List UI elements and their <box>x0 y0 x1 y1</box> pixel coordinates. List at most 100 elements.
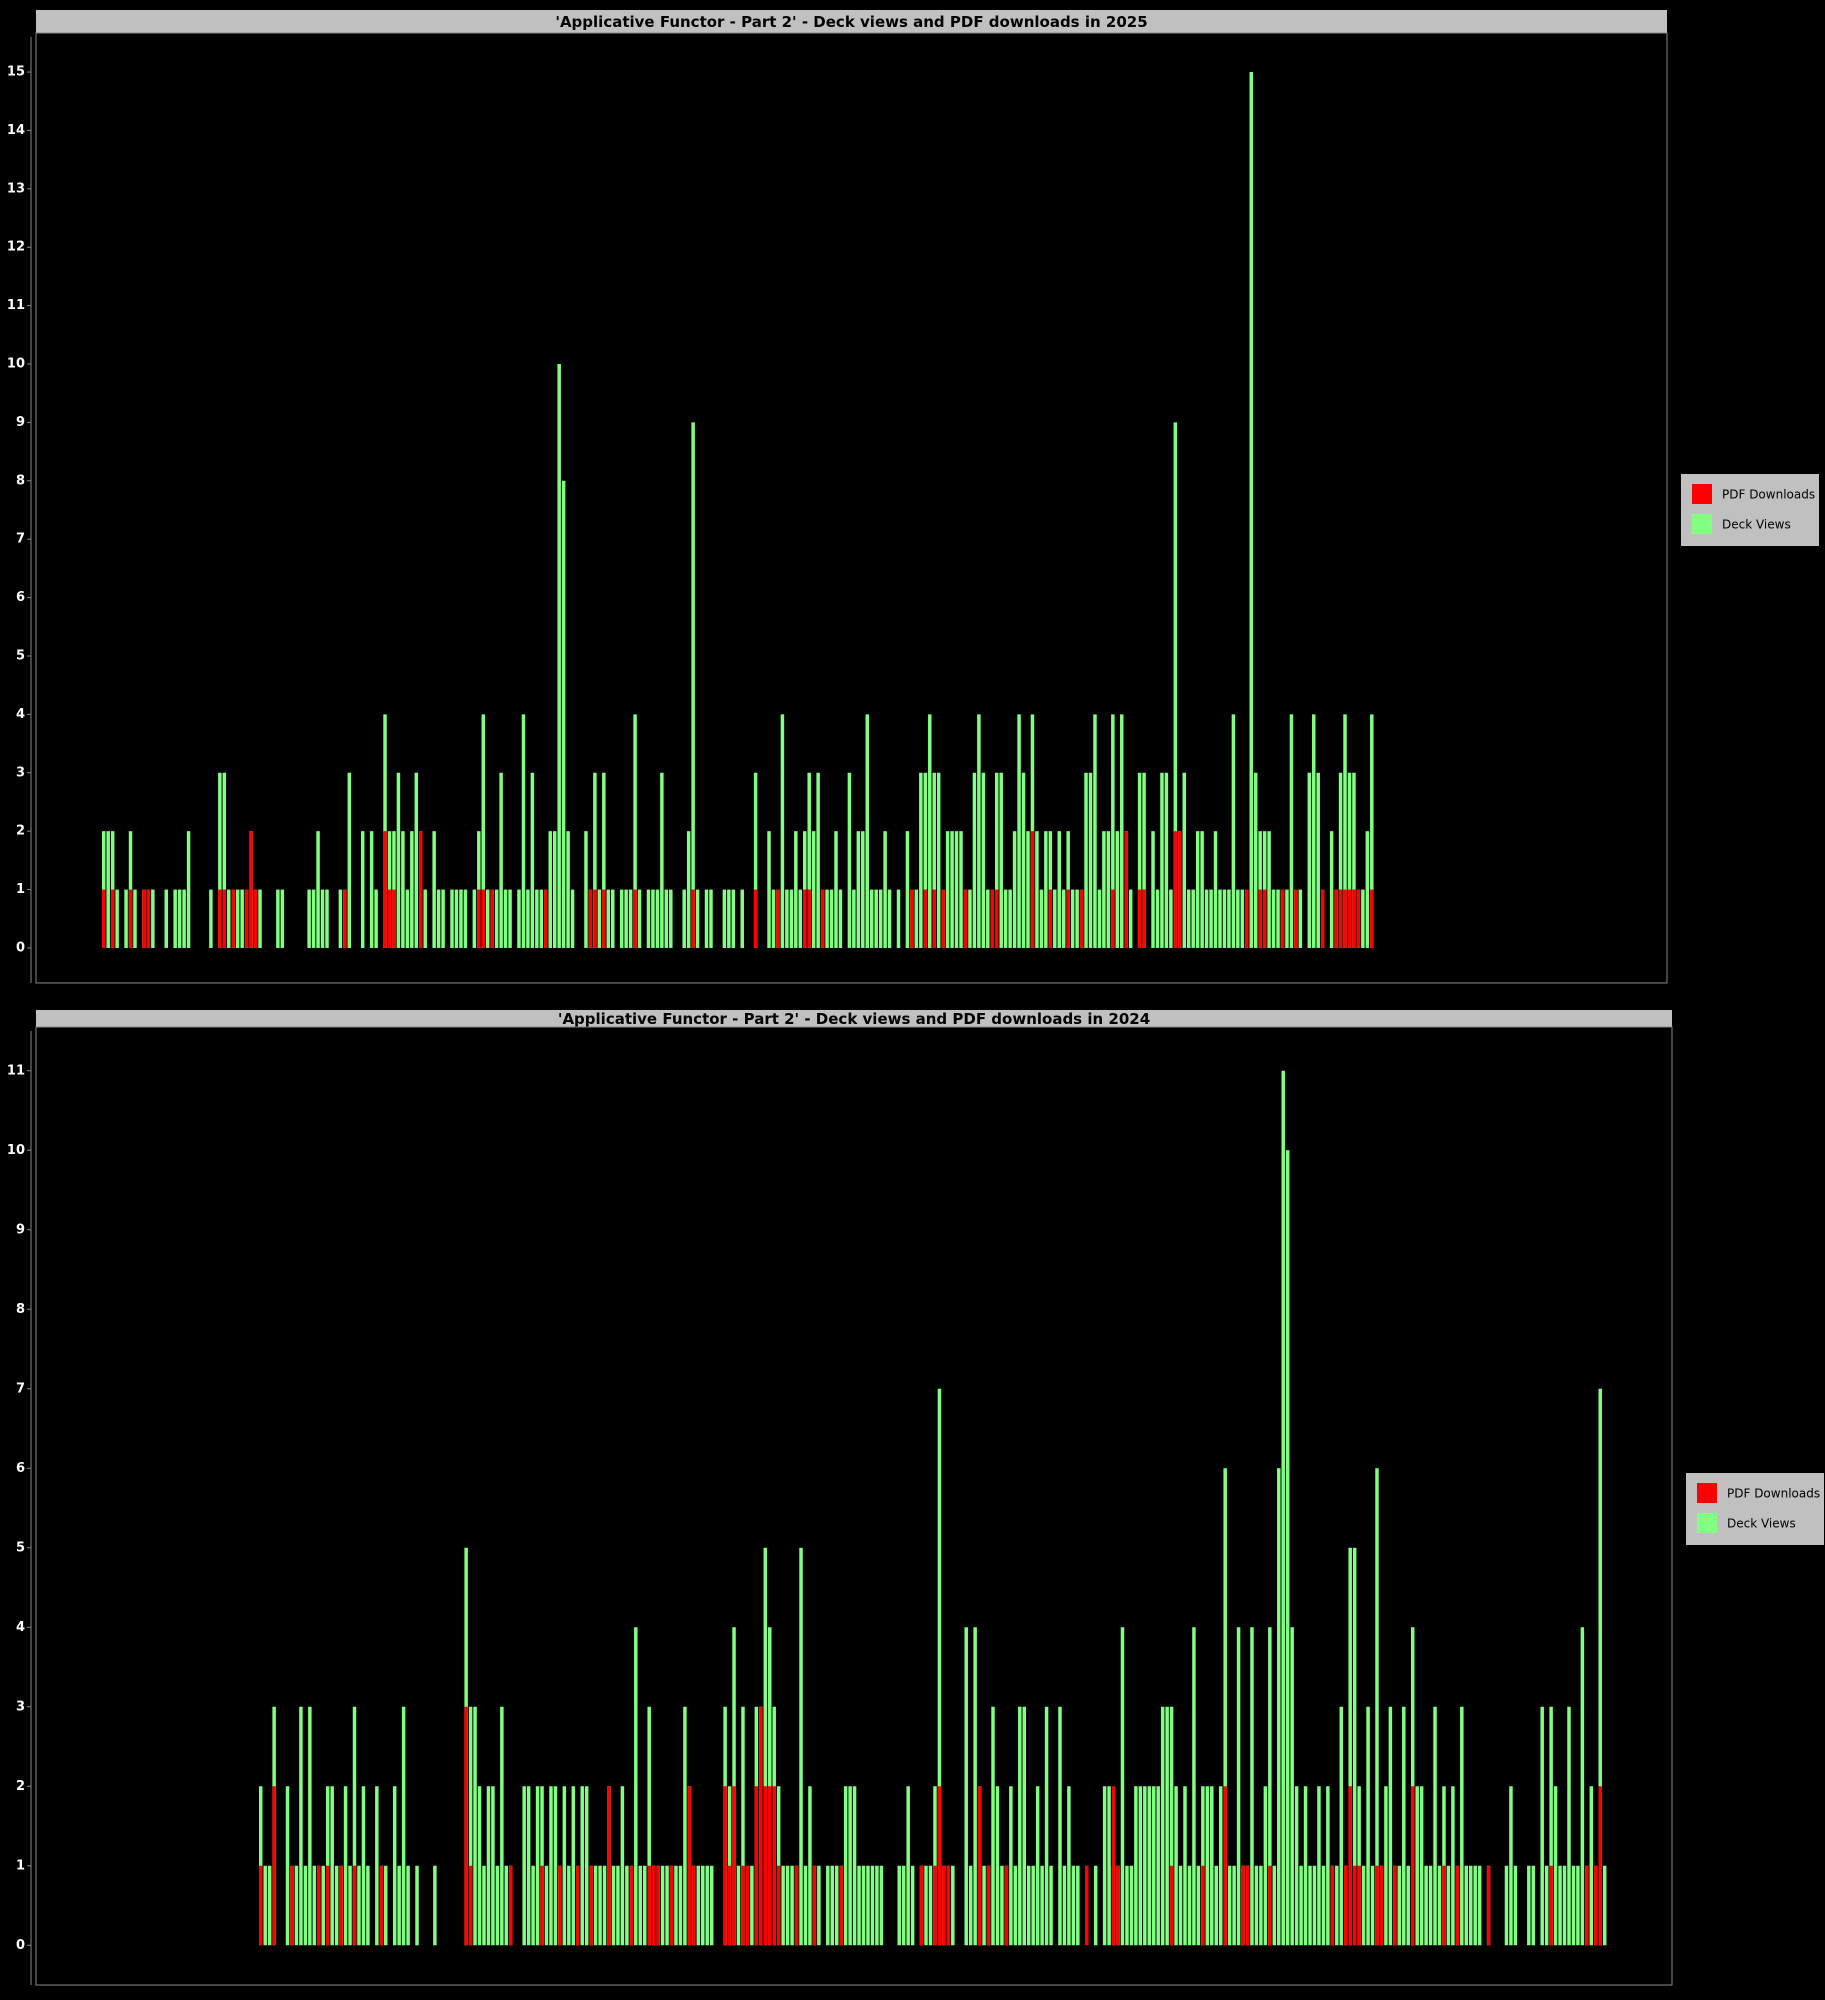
bar <box>406 1865 410 1946</box>
bar <box>1097 889 1102 948</box>
legend-label: PDF Downloads <box>1722 488 1815 502</box>
bar <box>1598 1786 1602 1946</box>
bar <box>186 831 191 948</box>
bar <box>1232 1865 1236 1946</box>
bar <box>1598 1388 1602 1946</box>
bar <box>142 889 146 948</box>
bar <box>825 889 829 948</box>
bar <box>1370 889 1374 948</box>
bar <box>1339 1706 1344 1946</box>
bar <box>945 831 950 948</box>
bar <box>820 889 825 948</box>
bar <box>767 831 771 948</box>
bar <box>1156 1786 1160 1946</box>
bar <box>1384 1786 1388 1946</box>
bar <box>1352 1865 1357 1946</box>
bar <box>1066 889 1070 948</box>
bar <box>133 889 137 948</box>
bar <box>384 1865 388 1946</box>
bar <box>1049 1865 1053 1946</box>
bar <box>151 889 155 948</box>
bar <box>1169 889 1173 948</box>
bar <box>272 1786 276 1946</box>
bar <box>1317 1786 1321 1946</box>
bar <box>1370 714 1374 948</box>
bar <box>1155 889 1160 948</box>
bar <box>374 889 378 948</box>
bar <box>392 1786 397 1946</box>
bar <box>276 889 280 948</box>
bar <box>481 714 486 948</box>
bar <box>692 1865 696 1946</box>
bar <box>1469 1865 1473 1946</box>
legend-label: Deck Views <box>1722 518 1791 532</box>
bar <box>834 831 838 948</box>
bar <box>1352 889 1356 948</box>
bar <box>1222 889 1227 948</box>
bar <box>182 889 186 948</box>
bar <box>812 1865 817 1946</box>
bar <box>490 889 494 948</box>
bar <box>343 1786 348 1946</box>
bar <box>522 1786 526 1946</box>
bar <box>338 889 343 948</box>
bar <box>687 1786 692 1946</box>
y-tick-label: 7 <box>16 532 25 547</box>
y-tick-label: 11 <box>7 298 25 313</box>
bar <box>1129 1865 1134 1946</box>
bar <box>936 772 941 948</box>
bar <box>1061 889 1066 948</box>
bar <box>1558 1865 1562 1946</box>
bar <box>1151 831 1155 948</box>
bar <box>1352 772 1356 948</box>
bar <box>745 1865 750 1946</box>
bar <box>1330 1865 1335 1946</box>
bar <box>459 889 463 948</box>
bar <box>463 889 468 948</box>
bar <box>977 1786 982 1946</box>
bar <box>1031 1865 1035 1946</box>
legend-label: Deck Views <box>1727 1517 1796 1531</box>
bar <box>1210 1786 1214 1946</box>
bar <box>981 772 986 948</box>
bar <box>1379 1865 1384 1946</box>
bar <box>375 1786 379 1946</box>
bar <box>1030 831 1035 948</box>
bar <box>433 1865 437 1946</box>
bar <box>740 889 744 948</box>
bar <box>1085 1865 1089 1946</box>
y-tick-label: 2 <box>16 824 25 839</box>
bar <box>664 889 669 948</box>
bar <box>937 1786 942 1946</box>
bar <box>771 889 776 948</box>
bar <box>674 1865 678 1946</box>
bar <box>647 1706 651 1946</box>
bar <box>1338 889 1343 948</box>
bar <box>606 889 611 948</box>
bar <box>919 1865 924 1946</box>
bar <box>1477 1865 1482 1946</box>
bar <box>1410 1786 1415 1946</box>
bar <box>1263 1786 1268 1946</box>
bar <box>1191 889 1195 948</box>
bar <box>235 889 240 948</box>
bar <box>299 1706 303 1946</box>
bar <box>785 1865 790 1946</box>
bar <box>1044 831 1048 948</box>
bar <box>1366 1706 1370 1946</box>
bar <box>1035 1786 1040 1946</box>
bar <box>914 889 919 948</box>
y-tick-label: 10 <box>7 1143 25 1158</box>
bar <box>776 1865 781 1946</box>
bar <box>928 714 932 948</box>
bar <box>1527 1865 1531 1946</box>
bar <box>794 831 798 948</box>
bar <box>1250 1627 1254 1946</box>
bar <box>1540 1706 1544 1946</box>
bar <box>928 1865 933 1946</box>
bar <box>973 1627 977 1946</box>
bar <box>1093 1865 1098 1946</box>
y-tick-label: 13 <box>7 181 25 196</box>
bar <box>303 1865 308 1946</box>
bar <box>995 889 999 948</box>
